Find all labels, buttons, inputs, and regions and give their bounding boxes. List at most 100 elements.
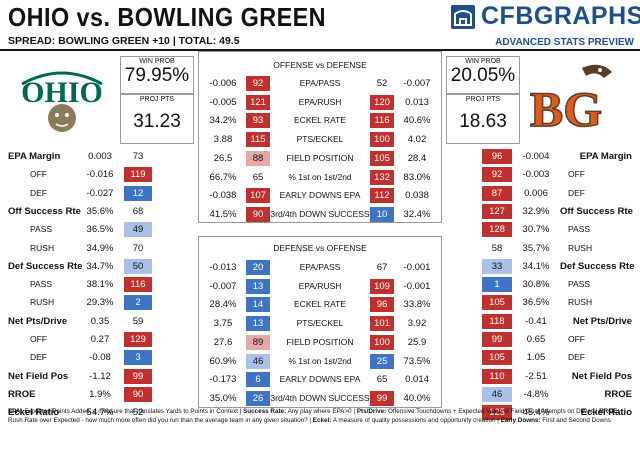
dvo-left-value: 3.75	[213, 318, 233, 330]
footer-success-term: Success Rate:	[243, 408, 287, 415]
dvo-left-rank: 13	[246, 278, 270, 294]
ovd-right-rank: 105	[370, 150, 394, 166]
dvo-left-value: -0.173	[209, 374, 237, 386]
footer-success-def: Any play where EPA>0 |	[286, 408, 357, 415]
right-stat-rank: 87	[482, 185, 512, 201]
home-proj: 31.23	[133, 111, 181, 132]
left-stat-label: OFF	[30, 169, 47, 180]
ovd-right-rank: 132	[370, 169, 394, 185]
dvo-left-rank: 26	[246, 390, 270, 406]
spread-line: SPREAD: BOWLING GREEN +10 | TOTAL: 49.5	[8, 35, 240, 47]
right-stat-rank: 58	[491, 242, 503, 254]
left-stat-label: Off Success Rte	[8, 205, 81, 217]
left-stat-label: EPA Margin	[8, 151, 61, 162]
ovd-right-value: 4.02	[407, 134, 427, 146]
dvo-left-rank: 13	[246, 316, 270, 332]
dvo-right-value: 0.014	[405, 374, 429, 386]
right-stat-label: Eckel Ratio	[580, 407, 632, 419]
dvo-label: EPA/PASS	[299, 262, 341, 272]
left-stat-label: Eckel Ratio	[8, 407, 60, 419]
ovd-left-rank: 92	[246, 76, 270, 91]
right-stat-value: 30.8%	[522, 279, 550, 291]
left-stat-value: 29.3%	[86, 297, 114, 309]
ovd-left-value: 41.5%	[209, 208, 237, 220]
away-proj-box: PROJ PTS 18.63	[446, 94, 520, 144]
left-stat-value: 35.6%	[86, 205, 114, 217]
ovd-left-rank: 115	[246, 132, 270, 148]
dvo-left-rank: 14	[246, 297, 270, 313]
left-stat-value: 0.003	[88, 151, 112, 162]
ovd-box	[198, 51, 442, 223]
right-stat-value: 0.65	[526, 334, 546, 345]
right-stat-label: RROE	[604, 388, 632, 400]
right-stat-rank: 1	[482, 277, 512, 293]
left-stat-rank: 90	[124, 386, 152, 402]
away-proj-label: PROJ PTS	[465, 96, 501, 103]
right-stat-value: 30.7%	[522, 224, 550, 236]
left-stat-label: Def Success Rte	[8, 260, 83, 272]
header-divider	[0, 49, 640, 51]
dvo-label: PTS/ECKEL	[296, 318, 344, 329]
left-stat-label: OFF	[30, 334, 47, 344]
right-stat-value: -0.003	[522, 169, 550, 181]
dvo-left-value: 35.0%	[209, 392, 237, 404]
dvo-left-value: 27.6	[213, 336, 233, 348]
dvo-right-value: -0.001	[403, 262, 431, 273]
dvo-box	[198, 236, 442, 408]
away-winprob-box: WIN PROB 20.05%	[446, 56, 520, 94]
ovd-left-value: 3.88	[213, 134, 233, 146]
home-proj-box: PROJ PTS 31.23	[120, 94, 194, 144]
away-proj: 18.63	[459, 111, 507, 132]
ovd-left-rank: 90	[246, 206, 270, 222]
ovd-right-rank: 120	[370, 94, 394, 110]
ovd-right-value: 0.013	[405, 96, 429, 108]
left-stat-rank: 119	[124, 167, 152, 183]
right-stat-label: RUSH	[568, 297, 593, 308]
right-stat-value: 34.1%	[522, 260, 550, 272]
dvo-left-value: -0.007	[209, 280, 237, 292]
right-stat-label: Def Success Rte	[560, 260, 635, 272]
left-stat-value: 36.5%	[86, 224, 114, 236]
right-stat-value: -4.8%	[523, 388, 549, 400]
dvo-left-rank: 20	[246, 260, 270, 275]
left-stat-value: -0.027	[86, 187, 114, 199]
subtitle: ADVANCED STATS PREVIEW	[495, 37, 634, 48]
right-stat-label: PASS	[568, 224, 591, 235]
ohio-logo-text: OHIO	[21, 76, 103, 109]
right-stat-label: EPA Margin	[579, 151, 632, 162]
dvo-right-rank: 99	[370, 390, 394, 406]
left-stat-value: -0.08	[89, 352, 111, 364]
ovd-left-rank: 65	[252, 171, 264, 183]
right-stat-rank: 110	[482, 368, 512, 384]
footer-glossary: EPA: Expected Points Added, a measure th…	[8, 407, 634, 425]
dvo-left-value: 28.4%	[209, 299, 237, 311]
ovd-left-rank: 107	[246, 188, 270, 204]
dvo-label: 3rd/4th DOWN SUCCESS	[270, 392, 370, 403]
left-stat-value: 38.1%	[86, 279, 114, 291]
right-stat-value: -0.41	[525, 315, 547, 327]
right-stat-label: Net Field Pos	[571, 370, 632, 382]
dvo-label: EARLY DOWNS EPA	[279, 374, 361, 385]
left-stat-rank: 12	[124, 185, 152, 201]
right-stat-label: RUSH	[568, 242, 593, 253]
left-stat-rank: 49	[124, 222, 152, 238]
ovd-left-value: -0.006	[209, 78, 237, 89]
dvo-right-value: -0.001	[403, 280, 431, 292]
right-stat-rank: 33	[482, 258, 512, 274]
left-stat-rank: 129	[124, 332, 152, 347]
right-stat-rank: 118	[482, 313, 512, 329]
dvo-left-rank: 6	[246, 372, 270, 388]
ovd-label: EPA/PASS	[299, 78, 341, 88]
dvo-left-value: 60.9%	[209, 355, 237, 367]
ovd-right-value: -0.007	[403, 78, 431, 89]
left-stat-rank: 73	[132, 151, 144, 162]
left-stat-value: 1.9%	[89, 388, 111, 400]
ovd-label: FIELD POSITION	[286, 152, 354, 163]
right-stat-value: -0.004	[522, 151, 550, 162]
dvo-right-value: 73.5%	[403, 355, 431, 367]
left-stat-rank: 50	[124, 258, 152, 274]
right-stat-label: DEF	[568, 187, 585, 198]
dvo-right-rank: 101	[370, 316, 394, 332]
ovd-right-value: 83.0%	[403, 171, 431, 183]
footer-ptsdrive-def: Offensive Touchdowns + Expected Value of…	[386, 408, 600, 415]
